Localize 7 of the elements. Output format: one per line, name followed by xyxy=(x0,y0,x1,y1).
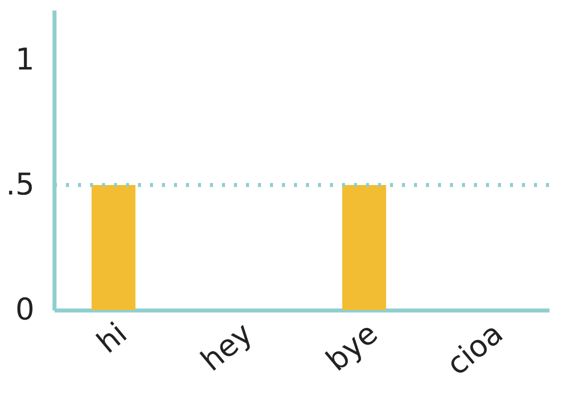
x-tick-label: hi xyxy=(90,316,134,361)
x-tick-label: bye xyxy=(320,316,385,379)
x-tick-label: cioa xyxy=(440,316,510,383)
y-tick-label: .5 xyxy=(6,168,34,202)
y-tick-label: 1 xyxy=(15,42,34,78)
x-tick-label: hey xyxy=(194,316,260,379)
y-tick-label: 0 xyxy=(15,292,34,328)
